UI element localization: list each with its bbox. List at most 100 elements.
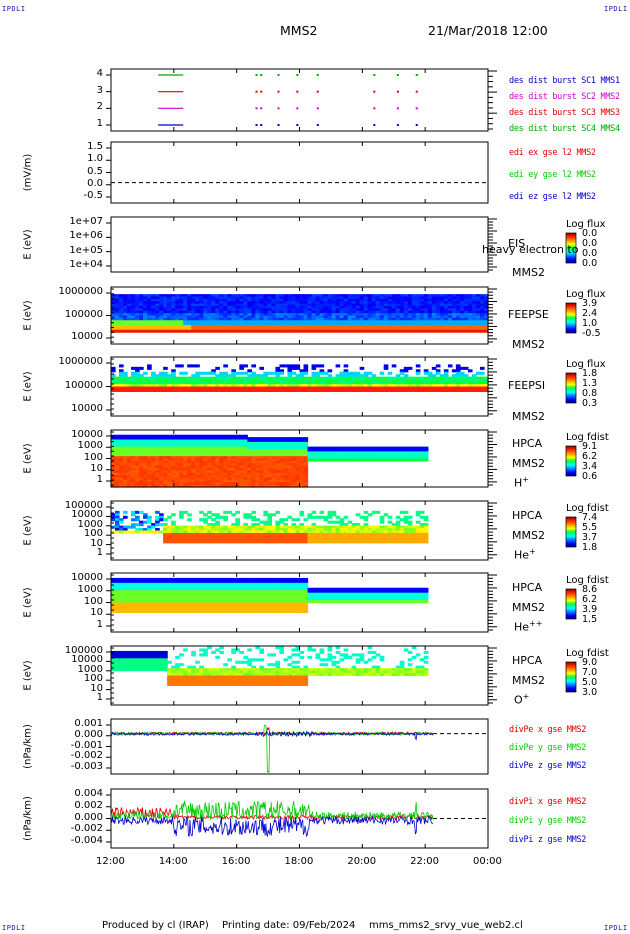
heat-cell [231, 327, 236, 331]
heat-cell [155, 301, 160, 305]
heat-cell [287, 453, 293, 457]
heat-cell [187, 528, 192, 532]
heat-cell [111, 585, 116, 589]
heat-cell [127, 434, 132, 438]
heat-cell [215, 327, 220, 331]
heat-cell [191, 315, 196, 319]
heat-cell [387, 301, 393, 305]
heat-cell [127, 609, 132, 613]
heat-cell [143, 329, 148, 333]
heat-cell [411, 327, 417, 331]
heat-cell [155, 468, 160, 471]
heat-cell [407, 384, 413, 388]
heat-cell [323, 317, 329, 321]
heat-cell [155, 523, 160, 527]
heat-cell [311, 458, 317, 462]
heat-cell [143, 376, 148, 380]
heat-cell [223, 475, 228, 479]
heat-cell [331, 592, 337, 596]
heat-cell [131, 379, 136, 383]
heat-cell [159, 374, 164, 378]
heat-cell [303, 484, 309, 488]
heat-cell [155, 441, 160, 445]
heat-cell [343, 313, 349, 317]
heat-cell [443, 381, 449, 385]
heat-cell [479, 298, 485, 302]
heat-cell [199, 439, 204, 443]
heat-cell [355, 310, 361, 314]
heat-cell [451, 325, 457, 328]
heat-cell [283, 472, 289, 476]
heat-cell [167, 301, 172, 305]
heat-cell [127, 590, 132, 594]
heat-cell [119, 585, 124, 589]
heat-cell [407, 388, 413, 393]
heat-cell [239, 308, 244, 312]
heat-cell [267, 449, 273, 452]
heat-cell [355, 590, 361, 594]
heat-cell [239, 582, 244, 586]
heat-cell [203, 577, 208, 581]
heat-cell [223, 322, 228, 326]
heat-cell [119, 525, 124, 529]
heat-cell [255, 607, 260, 611]
heat-cell [387, 530, 393, 534]
heat-cell [127, 320, 132, 324]
heat-cell [371, 535, 377, 539]
heat-cell [299, 317, 305, 321]
heat-cell [235, 465, 240, 469]
heat-cell [259, 458, 265, 462]
heat-cell [127, 379, 132, 383]
heat-cell [243, 595, 248, 599]
heat-cell [235, 468, 240, 471]
heat-cell [475, 371, 481, 375]
heat-cell [123, 597, 128, 601]
heat-cell [295, 294, 301, 298]
heat-cell [131, 386, 136, 390]
heat-cell [207, 315, 212, 319]
heat-cell [191, 437, 196, 441]
heat-cell [123, 437, 128, 441]
heat-cell [183, 609, 188, 613]
heat-cell [447, 386, 453, 390]
heat-cell [215, 463, 220, 467]
heat-cell [427, 371, 433, 375]
heat-cell [243, 463, 248, 467]
heat-cell [387, 322, 393, 326]
heat-cell [239, 364, 244, 368]
heat-cell [171, 327, 176, 331]
heat-cell [235, 456, 240, 460]
heat-cell [335, 384, 341, 388]
heat-cell [251, 585, 256, 589]
heat-cell [211, 379, 216, 383]
heat-cell [311, 597, 317, 601]
heat-cell [215, 532, 220, 537]
heat-cell [143, 298, 148, 302]
heat-cell [399, 301, 405, 305]
heat-cell [263, 446, 269, 450]
heat-cell [395, 322, 401, 326]
heat-cell [247, 597, 252, 601]
heat-cell [287, 580, 293, 584]
heat-cell [295, 607, 301, 611]
heat-cell [243, 597, 248, 601]
heat-cell [399, 296, 405, 300]
heat-cell [159, 472, 164, 476]
heat-cell [303, 482, 309, 486]
heat-cell [239, 595, 244, 599]
heat-cell [243, 325, 248, 328]
heat-cell [243, 525, 248, 529]
heat-cell [455, 306, 461, 309]
heat-cell [127, 381, 132, 385]
heat-cell [347, 313, 353, 317]
heat-cell [375, 587, 381, 591]
heat-cell [295, 325, 301, 328]
heat-cell [367, 298, 373, 302]
heat-cell [119, 465, 124, 469]
heat-cell [283, 604, 289, 609]
heat-cell [195, 379, 200, 383]
heat-cell [183, 446, 188, 450]
heat-cell [195, 602, 200, 606]
heat-cell [287, 592, 293, 596]
heat-cell [391, 528, 397, 532]
